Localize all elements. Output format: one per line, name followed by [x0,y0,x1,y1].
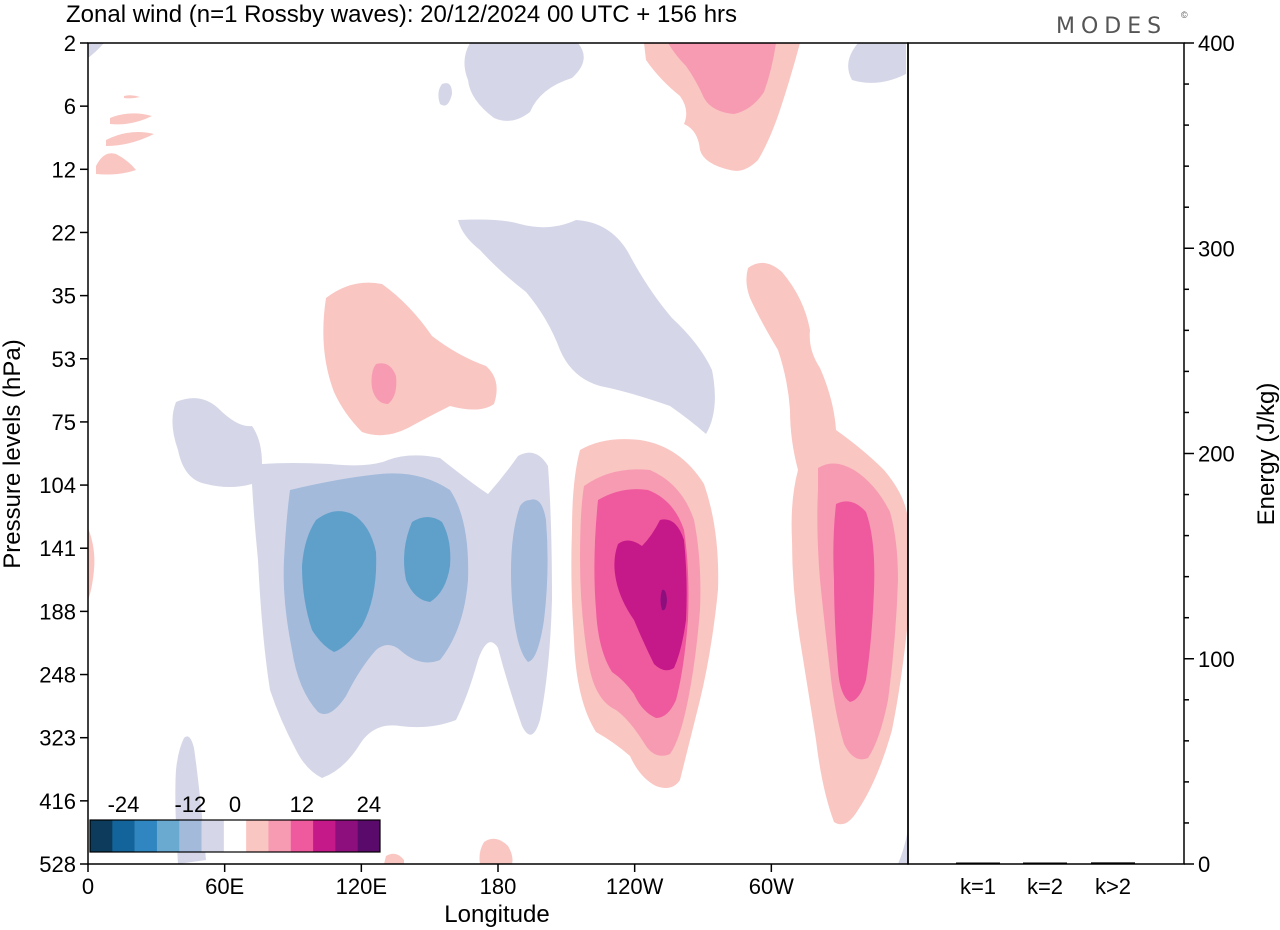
x-tick-label: 60E [205,874,244,899]
colorbar-frame [89,819,381,853]
y2-axis-label: Energy (J/kg) [1253,383,1280,526]
negative-region-stratosphere [458,219,715,434]
colorbar-swatch [156,820,180,852]
contour-panel [87,42,909,865]
energy-bar-label: k=2 [1027,874,1063,899]
colorbar-swatch [268,820,292,852]
brand-label: MODES [1056,14,1167,39]
positive-region-left-edge [88,528,95,600]
positive-region-bottom-a [384,853,404,864]
y-tick-label: 75 [52,410,76,435]
energy-bar-label: k>2 [1095,874,1131,899]
energy-tick-label: 0 [1198,852,1210,877]
energy-tick-label: 200 [1198,442,1235,467]
negative-peak-west [302,511,377,652]
energy-bar-label: k=1 [960,874,996,899]
x-tick-label: 0 [82,874,94,899]
chart-title: Zonal wind (n=1 Rossby waves): 20/12/202… [66,1,737,28]
y-tick-label: 6 [64,94,76,119]
colorbar-swatch [313,820,336,852]
positive-streak-b [106,132,154,146]
colorbar-label: 24 [357,792,381,817]
colorbar-swatch [223,820,247,852]
energy-bar [956,862,1000,864]
brand-mark: © [1181,10,1188,20]
energy-tick-label: 400 [1198,31,1235,56]
colorbar-swatch [290,820,314,852]
colorbar-label: 0 [229,792,241,817]
y-tick-label: 53 [52,347,76,372]
energy-bar [1091,862,1135,864]
negative-region-small-blob [438,83,452,106]
positive-streak-c [96,153,136,175]
y-tick-label: 2 [64,31,76,56]
energy-panel-frame [907,42,1185,865]
y-tick-label: 248 [39,663,76,688]
energy-tick-label: 300 [1198,236,1235,261]
y-tick-label: 323 [39,726,76,751]
y-axis-label: Pressure levels (hPa) [0,339,26,568]
positive-region-midlat [323,282,497,436]
x-tick-label: 180 [480,874,517,899]
axes-layer: 0 60E 120E 180 120W 60W 2 6 12 22 35 53 75 104 141 188 2… [39,31,1234,899]
positive-core-midlat [371,363,397,404]
colorbar-swatch [134,820,158,852]
y-tick-label: 188 [39,599,76,624]
colorbar-swatch [335,820,358,852]
positive-region-bottom-b [479,838,513,864]
positive-core-top [668,43,776,114]
positive-streak-a [110,113,152,125]
colorbar-label: -12 [174,792,206,817]
energy-tick-label: 100 [1198,647,1235,672]
positive-12-right [833,501,875,702]
negative-region-top-center [464,43,584,121]
positive-16-central [614,519,687,671]
negative-region-top-right [848,43,906,83]
positive-streak-d [124,95,140,99]
x-axis-label: Longitude [444,901,549,928]
negative-region-top-left [88,43,104,58]
negative-peak-east [404,517,451,602]
x-tick-label: 60W [749,874,794,899]
negative-region-right-edge [898,830,908,864]
y-tick-label: 141 [39,536,76,561]
colorbar-swatch [201,820,225,852]
y-tick-label: 12 [52,157,76,182]
contour-band-neg12 [302,511,451,652]
y-tick-label: 528 [39,852,76,877]
negative-core-right [511,499,548,662]
colorbar-swatch [246,820,269,852]
y-tick-label: 22 [52,220,76,245]
positive-20-peak [660,589,667,611]
contour-band-pos16 [614,519,687,671]
colorbar-swatch [357,820,381,852]
y-tick-label: 35 [52,284,76,309]
contour-band-pos20 [660,589,667,611]
x-tick-label: 120W [606,874,664,899]
energy-bar [1023,862,1067,864]
colorbar-label: -24 [108,792,140,817]
colorbar-swatch [179,820,202,852]
colorbar-swatch [112,820,135,852]
y-tick-label: 416 [39,789,76,814]
colorbar-label: 12 [290,792,314,817]
y-tick-label: 104 [39,473,76,498]
modes-logo: MODES © [1056,10,1188,39]
x-tick-label: 120E [336,874,387,899]
colorbar-legend: -24 -12 0 12 24 [89,792,381,853]
colorbar-swatch [90,820,113,852]
